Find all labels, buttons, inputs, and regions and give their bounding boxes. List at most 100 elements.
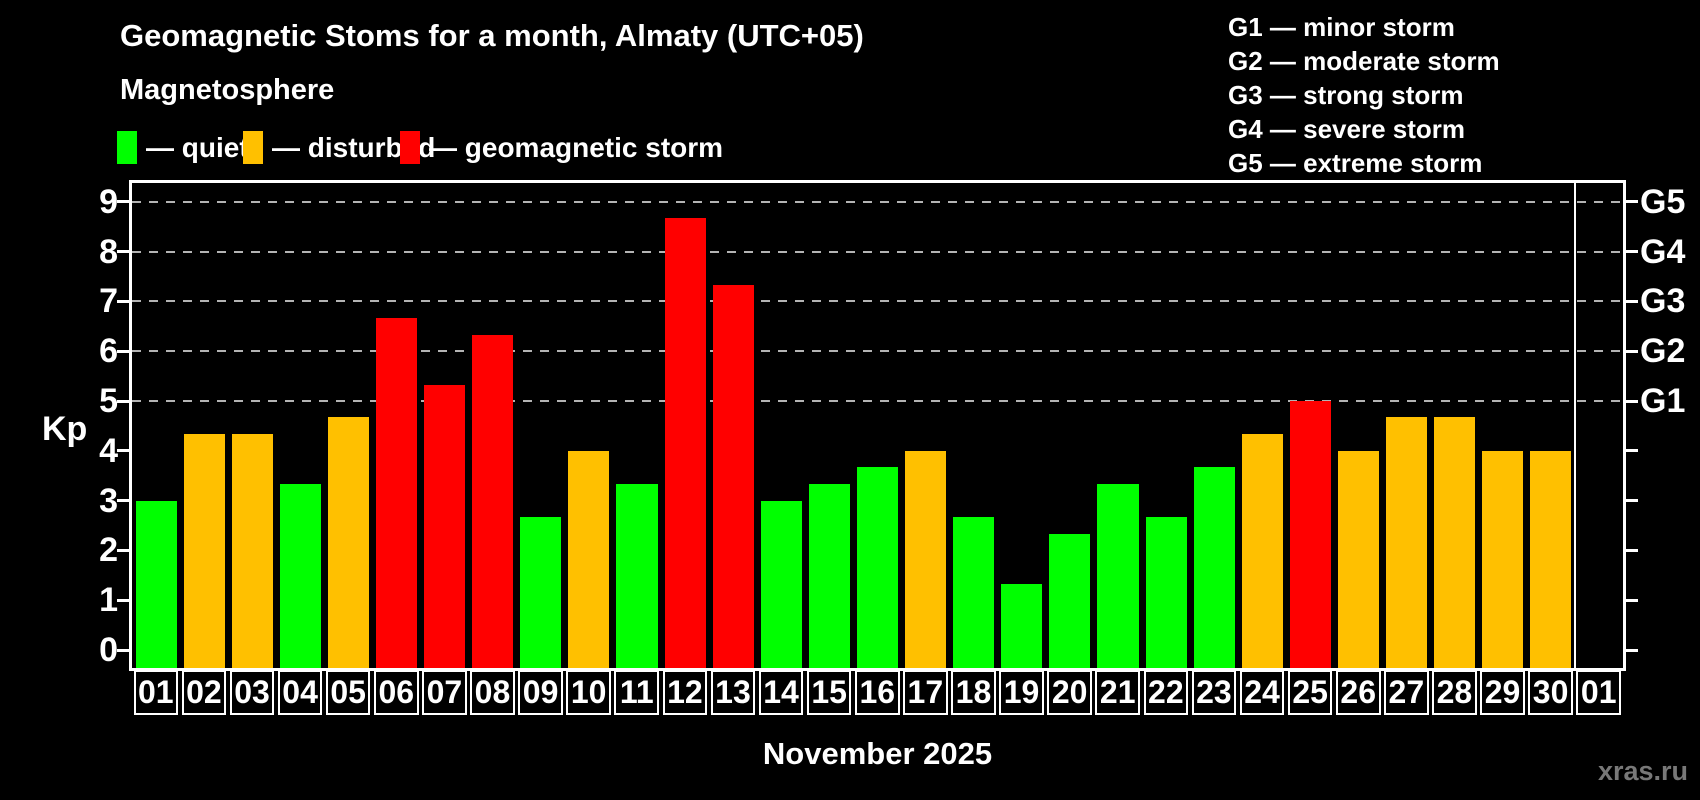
day-label-03: 03 bbox=[229, 670, 275, 715]
day-label-02: 02 bbox=[181, 670, 227, 715]
bar-day-11 bbox=[616, 484, 658, 668]
g-level-label-G4: G4 bbox=[1640, 232, 1686, 271]
bar-day-25 bbox=[1289, 401, 1331, 668]
day-label-30: 30 bbox=[1528, 670, 1573, 715]
g-level-label-G3: G3 bbox=[1640, 282, 1686, 321]
g-legend-line-3: G3 — strong storm bbox=[1228, 80, 1464, 110]
day-label-25: 25 bbox=[1287, 670, 1333, 715]
x-axis-label: November 2025 bbox=[762, 736, 993, 771]
right-tick-9 bbox=[1626, 200, 1638, 204]
bar-day-13 bbox=[712, 284, 754, 668]
legend-label-storm: — geomagnetic storm bbox=[429, 132, 724, 163]
day-label-01: 01 bbox=[133, 670, 179, 715]
bar-day-15 bbox=[808, 484, 850, 668]
g-legend-line-5: G5 — extreme storm bbox=[1228, 148, 1483, 178]
right-tick-4 bbox=[1626, 449, 1638, 453]
y-tick-label-9: 9 bbox=[99, 182, 118, 221]
day-label-21: 21 bbox=[1095, 670, 1141, 715]
gridline-kp-6 bbox=[132, 350, 1623, 353]
bar-day-05 bbox=[327, 417, 369, 668]
right-tick-7 bbox=[1626, 299, 1638, 303]
bar-day-17 bbox=[905, 450, 947, 668]
right-tick-2 bbox=[1626, 548, 1638, 552]
left-tick-0 bbox=[117, 648, 129, 652]
legend-label-quiet: — quiet bbox=[146, 132, 249, 163]
day-label-12: 12 bbox=[662, 670, 708, 715]
day-label-row: 01 02 03 04 05 06 07 08 09 10 11 12 13 14 15 16 17 18 19 20… bbox=[132, 670, 1623, 715]
y-axis-label: Kp bbox=[42, 410, 88, 448]
right-tick-5 bbox=[1626, 399, 1638, 403]
y-tick-label-4: 4 bbox=[99, 431, 118, 470]
bar-day-23 bbox=[1193, 467, 1235, 668]
left-tick-2 bbox=[117, 548, 129, 552]
day-label-24: 24 bbox=[1239, 670, 1285, 715]
g-level-label-G5: G5 bbox=[1640, 182, 1686, 221]
day-label-08: 08 bbox=[470, 670, 515, 715]
bar-day-10 bbox=[568, 450, 610, 668]
watermark: xras.ru bbox=[1597, 756, 1688, 786]
day-label-29: 29 bbox=[1480, 670, 1525, 715]
left-tick-7 bbox=[117, 299, 129, 303]
y-tick-label-8: 8 bbox=[99, 232, 118, 271]
bar-day-01 bbox=[135, 500, 177, 668]
y-tick-label-1: 1 bbox=[99, 581, 118, 620]
plot-area bbox=[117, 183, 1638, 668]
day-label-18: 18 bbox=[951, 670, 996, 715]
bar-day-09 bbox=[520, 517, 562, 668]
chart-subtitle: Magnetosphere bbox=[120, 74, 335, 106]
left-tick-8 bbox=[117, 250, 129, 254]
day-label-14: 14 bbox=[758, 670, 804, 715]
left-tick-6 bbox=[117, 349, 129, 353]
y-tick-label-7: 7 bbox=[99, 282, 118, 321]
y-tick-label-5: 5 bbox=[99, 382, 118, 420]
bar-day-18 bbox=[953, 517, 995, 668]
day-label-10: 10 bbox=[566, 670, 611, 715]
gridline-kp-8 bbox=[132, 250, 1623, 253]
gridline-kp-9 bbox=[132, 200, 1623, 203]
left-tick-9 bbox=[117, 200, 129, 204]
bar-day-27 bbox=[1386, 417, 1428, 668]
bar-day-14 bbox=[760, 500, 802, 668]
bar-day-08 bbox=[472, 334, 514, 668]
day-label-05: 05 bbox=[325, 670, 371, 715]
next-month-separator bbox=[1573, 183, 1576, 668]
right-tick-3 bbox=[1626, 499, 1638, 503]
bar-day-21 bbox=[1097, 484, 1139, 668]
day-label-28: 28 bbox=[1432, 670, 1477, 715]
bar-day-07 bbox=[424, 384, 466, 668]
day-label-15: 15 bbox=[806, 670, 852, 715]
g-level-label-G2: G2 bbox=[1640, 332, 1686, 371]
chart-title: Geomagnetic Stoms for a month, Almaty (U… bbox=[120, 18, 864, 53]
y-tick-label-2: 2 bbox=[99, 531, 118, 570]
legend-swatch-disturbed bbox=[243, 131, 263, 164]
right-tick-6 bbox=[1626, 349, 1638, 353]
bar-day-04 bbox=[279, 484, 321, 668]
day-label-20: 20 bbox=[1047, 670, 1092, 715]
day-label-07: 07 bbox=[422, 670, 467, 715]
g-level-label-G1: G1 bbox=[1640, 382, 1686, 420]
day-label-13: 13 bbox=[710, 670, 756, 715]
left-tick-5 bbox=[117, 399, 129, 403]
day-label-19: 19 bbox=[999, 670, 1044, 715]
day-label-04: 04 bbox=[277, 670, 323, 715]
day-label-23: 23 bbox=[1191, 670, 1237, 715]
day-label-26: 26 bbox=[1335, 670, 1381, 715]
right-tick-1 bbox=[1626, 598, 1638, 602]
legend-swatch-storm bbox=[400, 131, 420, 164]
y-tick-label-0: 0 bbox=[99, 631, 118, 669]
bar-day-19 bbox=[1001, 583, 1043, 668]
bar-day-06 bbox=[375, 317, 418, 668]
day-label-27: 27 bbox=[1384, 670, 1429, 715]
day-label-22: 22 bbox=[1143, 670, 1189, 715]
day-label-11: 11 bbox=[614, 670, 660, 715]
y-tick-label-6: 6 bbox=[99, 332, 118, 371]
bar-day-24 bbox=[1241, 434, 1283, 668]
bar-day-28 bbox=[1434, 417, 1476, 668]
g-legend-line-2: G2 — moderate storm bbox=[1228, 46, 1500, 76]
left-tick-4 bbox=[117, 449, 129, 453]
legend-swatch-quiet bbox=[117, 131, 137, 164]
bar-day-22 bbox=[1145, 517, 1187, 668]
day-label-16: 16 bbox=[854, 670, 900, 715]
bar-day-20 bbox=[1049, 533, 1091, 668]
